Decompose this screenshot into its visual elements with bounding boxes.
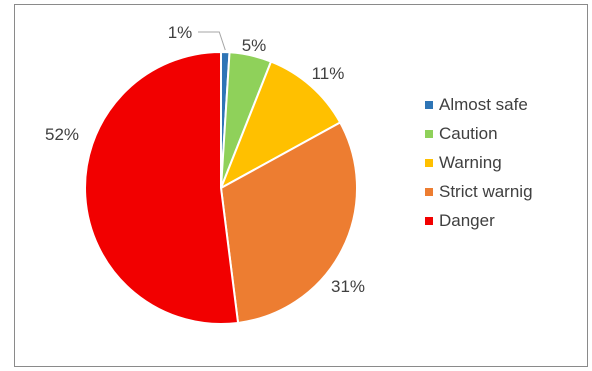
legend-swatch-caution [425,130,433,138]
legend-swatch-strict-warnig [425,188,433,196]
data-label-caution: 5% [242,36,267,55]
data-label-danger: 52% [45,125,79,144]
legend-label-warning: Warning [439,153,502,172]
data-labels: 1% 5% 11% 31% 52% [45,23,365,296]
legend-swatch-danger [425,217,433,225]
data-label-almost-safe: 1% [168,23,193,42]
legend-swatch-almost-safe [425,101,433,109]
pie-slice-warning [219,60,342,191]
data-label-warning: 11% [312,64,345,83]
leader-lines [198,31,226,51]
legend: Almost safe Caution Warning Strict warnig Da… [425,95,533,230]
legend-label-almost-safe: Almost safe [439,95,528,114]
legend-label-strict-warnig: Strict warnig [439,182,533,201]
legend-label-danger: Danger [439,211,495,230]
legend-swatch-warning [425,159,433,167]
legend-label-caution: Caution [439,124,498,143]
pie-slice-strict-warnig [219,121,358,325]
data-label-strict-warnig: 31% [331,277,365,296]
pie-slices [84,50,358,325]
leader-line-almost-safe [198,31,226,51]
pie-slice-danger [84,50,240,325]
